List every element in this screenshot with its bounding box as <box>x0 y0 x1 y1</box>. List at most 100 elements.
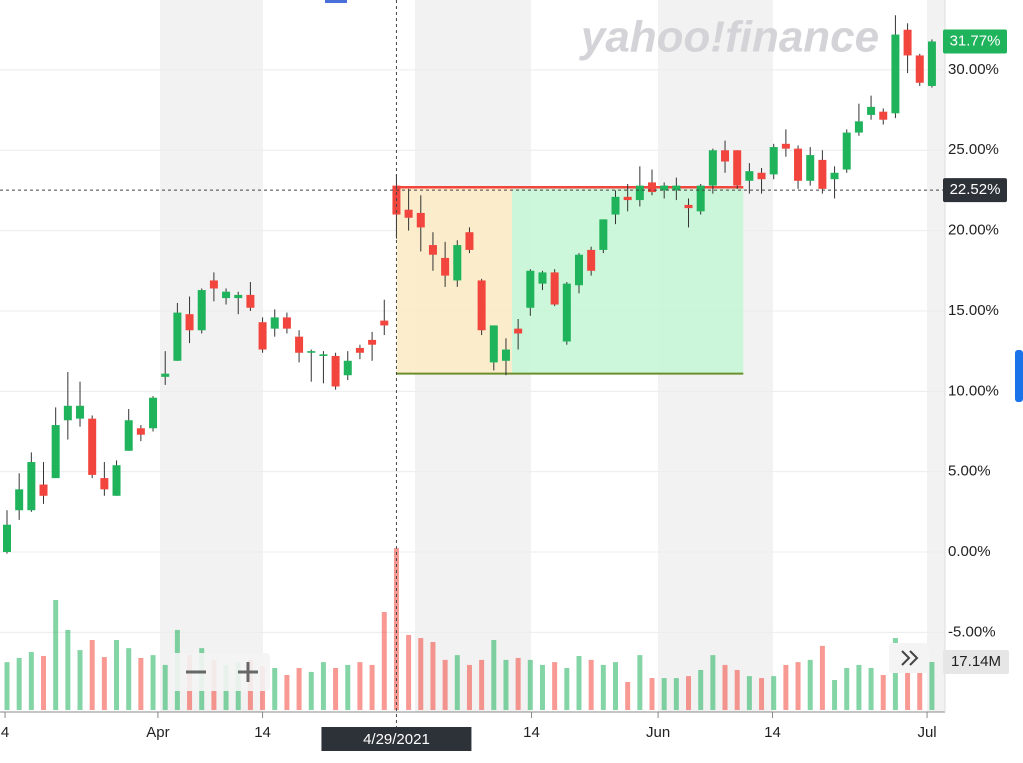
volume-bar <box>771 676 777 710</box>
volume-bar <box>442 659 448 710</box>
candle-body <box>550 272 559 305</box>
volume-bar <box>296 668 302 710</box>
candle-body <box>173 312 182 361</box>
candle-body <box>161 373 170 377</box>
volume-bar <box>892 638 898 710</box>
volume-bar <box>625 682 631 710</box>
volume-bar <box>150 655 156 710</box>
candle-body <box>538 272 547 284</box>
candle-body <box>222 291 231 299</box>
candle-body <box>51 425 60 479</box>
volume-bar <box>905 668 911 710</box>
volume-bar <box>479 659 485 710</box>
volume-bar <box>722 664 728 710</box>
volume-bar <box>272 668 278 710</box>
candle-body <box>708 150 717 186</box>
volume-bar <box>613 662 618 710</box>
candle-body <box>63 405 72 421</box>
range-fill-right <box>512 187 744 374</box>
candle-body <box>428 245 437 255</box>
candle-body <box>501 349 510 361</box>
candle-body <box>209 280 218 289</box>
candle-body <box>635 185 644 201</box>
volume-bar <box>126 648 132 710</box>
volume-bar <box>868 668 874 710</box>
candle-body <box>100 478 109 490</box>
volume-bar <box>539 664 545 710</box>
zoom-controls[interactable] <box>170 653 270 691</box>
candle-body <box>489 325 498 363</box>
volume-bar <box>4 662 10 710</box>
last-volume-box <box>943 650 1009 675</box>
candle-body <box>599 219 608 250</box>
candle-body <box>842 132 851 170</box>
candle-body <box>660 185 669 191</box>
candle-body <box>124 420 133 451</box>
scroll-right-icon <box>901 650 919 666</box>
side-tab[interactable] <box>1015 350 1023 402</box>
candle-body <box>867 106 876 115</box>
candle-body <box>27 462 36 511</box>
candle-body <box>769 147 778 175</box>
candle-body <box>246 294 255 308</box>
candle-body <box>76 405 85 419</box>
volume-bar <box>844 668 850 710</box>
candle-body <box>465 232 474 250</box>
volume-bar <box>710 655 716 710</box>
x-tick-label: 14 <box>764 724 781 741</box>
candle-body <box>794 148 803 181</box>
x-tick-label: 14 <box>523 724 540 741</box>
candle-body <box>781 143 790 149</box>
candle-body <box>562 283 571 342</box>
candle-body <box>721 150 730 162</box>
candle-body <box>307 351 316 353</box>
candle-body <box>355 347 364 353</box>
volume-bar <box>65 629 71 710</box>
y-tick-label: 30.00% <box>948 61 999 78</box>
candle-body <box>806 155 815 181</box>
candle-body <box>879 111 888 120</box>
candle-body <box>757 172 766 180</box>
candle-body <box>416 212 425 228</box>
volume-bar <box>783 664 789 710</box>
volume-bar <box>673 678 679 710</box>
volume-bar <box>357 662 363 710</box>
volume-bar <box>53 599 59 710</box>
volume-bar <box>466 664 472 710</box>
volume-bar <box>16 657 22 710</box>
volume-bar <box>746 676 752 710</box>
candle-body <box>331 355 340 387</box>
volume-bar <box>89 640 95 710</box>
x-tick-label: 4 <box>1 724 9 741</box>
volume-bar <box>552 662 558 710</box>
volume-bar <box>819 645 825 710</box>
y-tick-label: 5.00% <box>948 463 991 480</box>
volume-bar <box>320 662 326 710</box>
candle-body <box>891 34 900 114</box>
volume-bar <box>637 655 643 710</box>
last-price: 31.77% <box>950 32 1001 49</box>
volume-bar <box>430 641 436 710</box>
x-tick-label: Jun <box>646 724 670 741</box>
candle-body <box>234 294 243 299</box>
candle-body <box>136 428 145 435</box>
candle-body <box>39 484 48 496</box>
volume-bar <box>138 657 144 710</box>
candle-body <box>368 339 377 345</box>
candle-body <box>672 185 681 191</box>
candle-body <box>854 121 863 133</box>
candle-body <box>270 317 279 329</box>
x-tick-label: Jul <box>917 724 936 741</box>
candle-body <box>404 209 413 218</box>
candle-body <box>684 204 693 209</box>
candle-body <box>453 245 462 281</box>
volume-bar <box>333 668 339 710</box>
candle-body <box>441 257 450 276</box>
volume-bar <box>503 659 509 710</box>
tab-marker <box>325 0 347 3</box>
y-tick-label: 20.00% <box>948 222 999 239</box>
volume-bar <box>564 668 570 710</box>
volume-bar <box>41 655 47 710</box>
x-tick-label: Apr <box>146 724 169 741</box>
